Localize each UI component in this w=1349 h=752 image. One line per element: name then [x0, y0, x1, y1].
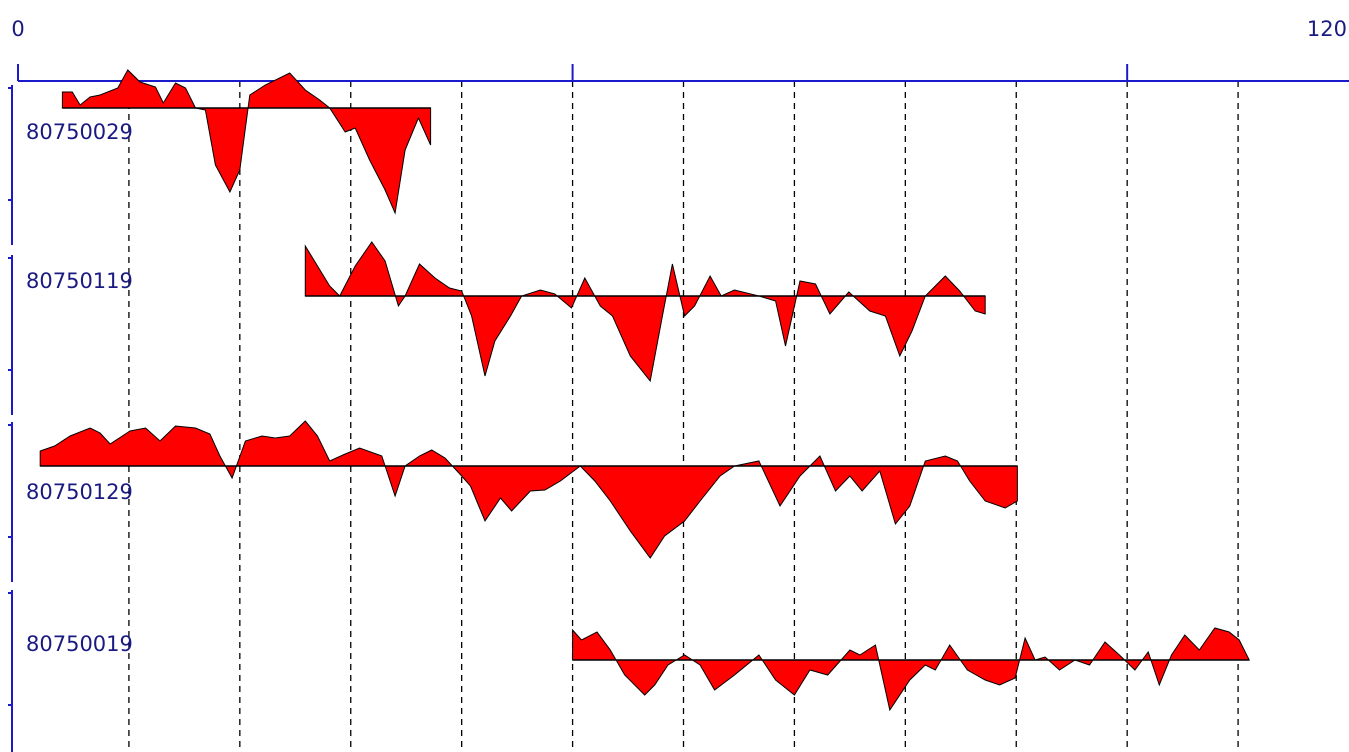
trace-area — [39, 420, 1018, 559]
x-tick-label: 120 — [1307, 17, 1347, 41]
trace-label: 80750119 — [26, 269, 133, 293]
x-tick-label: 0 — [11, 17, 24, 41]
trace-label: 80750029 — [26, 120, 133, 144]
trace-label: 80750019 — [26, 632, 133, 656]
trace-area — [304, 241, 986, 383]
trace-area — [572, 627, 1251, 712]
trace-area — [61, 69, 432, 215]
trace-label: 80750129 — [26, 480, 133, 504]
